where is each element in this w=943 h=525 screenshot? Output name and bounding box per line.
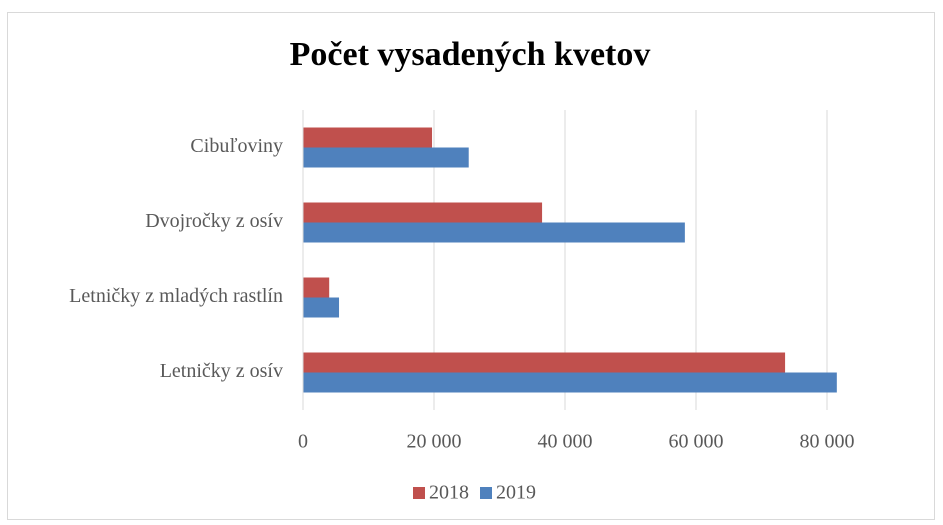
x-tick-label: 40 000 — [538, 431, 593, 453]
bar — [303, 372, 837, 393]
bar — [303, 277, 330, 298]
legend-swatch — [480, 487, 492, 499]
y-tick-label: Dvojročky z osív — [145, 210, 283, 232]
x-tick-label: 80 000 — [800, 431, 855, 453]
x-tick-label: 20 000 — [407, 431, 462, 453]
legend-label: 2019 — [496, 482, 536, 504]
chart-border — [7, 12, 935, 520]
y-tick-label: Letničky z mladých rastlín — [69, 285, 283, 307]
bar — [303, 297, 340, 318]
bar — [303, 352, 786, 373]
y-tick-label: Cibuľoviny — [190, 135, 283, 157]
bar — [303, 127, 433, 148]
bar — [303, 147, 469, 168]
chart-title: Počet vysadených kvetov — [290, 36, 651, 73]
x-tick-label: 60 000 — [669, 431, 724, 453]
y-tick-label: Letničky z osív — [160, 360, 283, 382]
bar — [303, 222, 685, 243]
legend-label: 2018 — [429, 482, 469, 504]
x-tick-label: 0 — [298, 431, 308, 453]
bar — [303, 202, 543, 223]
legend-swatch — [413, 487, 425, 499]
